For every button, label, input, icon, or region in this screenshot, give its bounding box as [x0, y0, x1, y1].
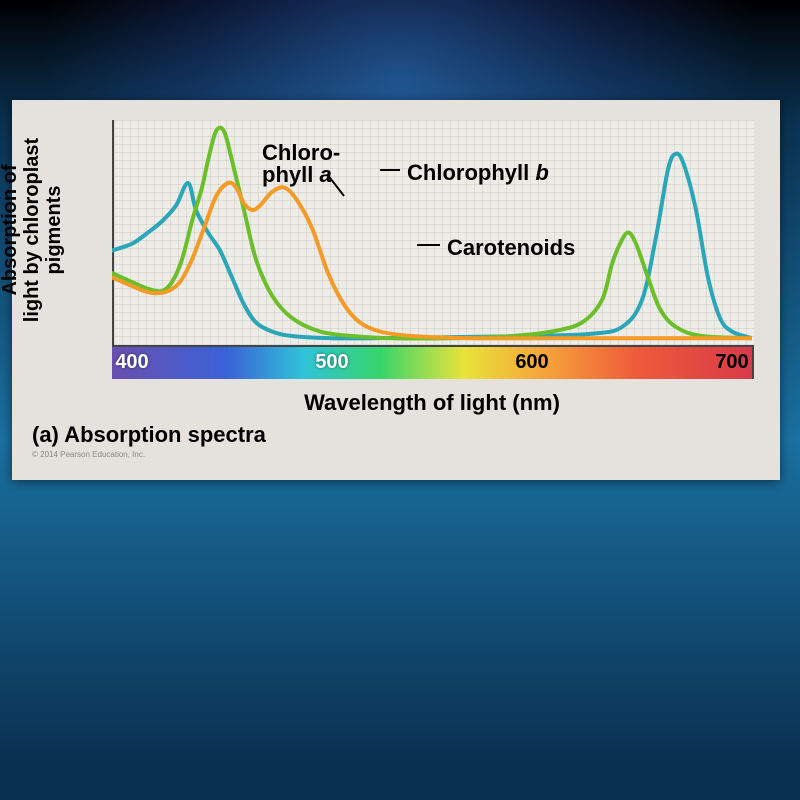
label-chlorophyll-a: Chloro-phyll a: [262, 142, 340, 186]
xtick-600: 600: [515, 351, 548, 374]
xtick-400: 400: [115, 351, 148, 374]
y-axis-label: Absorption oflight by chloroplastpigment…: [0, 100, 65, 360]
figure-card: Absorption oflight by chloroplastpigment…: [12, 100, 780, 480]
label-carotenoids: Carotenoids: [447, 237, 575, 259]
spectrum-bar: 400 500 600 700: [112, 347, 754, 379]
chart-lines: [112, 120, 752, 345]
xtick-500: 500: [315, 351, 348, 374]
x-axis-label: Wavelength of light (nm): [112, 390, 752, 416]
series-carotenoids: [112, 183, 752, 339]
plot-wrap: 400 500 600 700 Chloro-phyll a Chlorophyll …: [112, 120, 752, 380]
credit-line: © 2014 Pearson Education, Inc.: [32, 450, 145, 459]
figure-caption: (a) Absorption spectra: [32, 422, 266, 448]
label-chlorophyll-b: Chlorophyll b: [407, 162, 549, 184]
xtick-700: 700: [715, 351, 748, 374]
